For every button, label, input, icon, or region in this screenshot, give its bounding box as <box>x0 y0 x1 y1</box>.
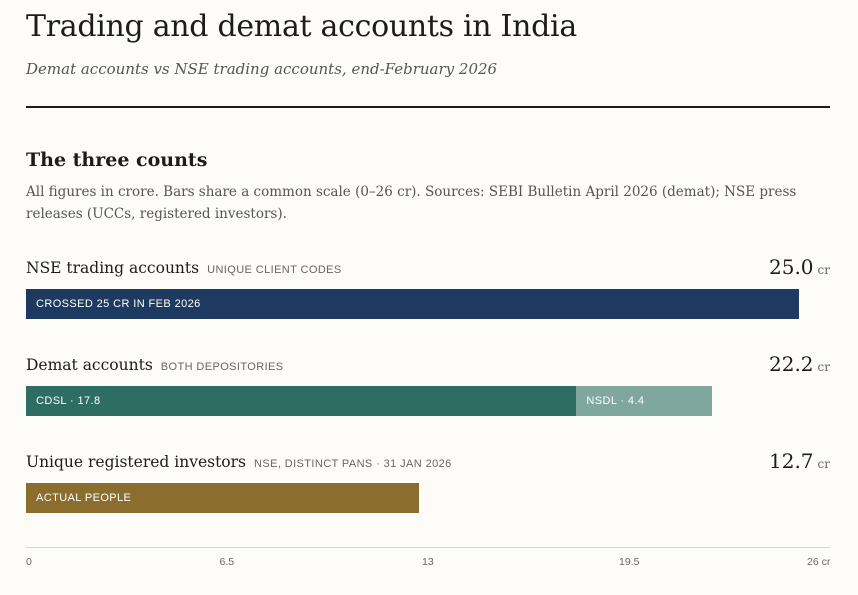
row-label-text: Demat accounts <box>26 356 153 374</box>
x-tick-label: 0 <box>26 556 32 568</box>
bar-segment: CDSL · 17.8 <box>26 386 577 416</box>
bar-segment: ACTUAL PEOPLE <box>26 483 419 513</box>
row-value-number: 12.7 <box>769 449 814 473</box>
row-value-number: 22.2 <box>769 352 814 376</box>
x-tick-label: 13 <box>422 556 434 568</box>
bar-row: Demat accounts BOTH DEPOSITORIES 22.2 cr CDS… <box>26 352 830 418</box>
row-value: 12.7 cr <box>769 449 830 473</box>
page-title: Trading and demat accounts in India <box>26 9 577 44</box>
row-value: 25.0 cr <box>769 255 830 279</box>
bar-segment: CROSSED 25 CR IN FEB 2026 <box>26 289 800 319</box>
x-axis-line <box>26 547 830 548</box>
row-value-unit: cr <box>817 457 830 471</box>
row-value-number: 25.0 <box>769 255 814 279</box>
x-tick-label: 19.5 <box>619 556 640 568</box>
row-value: 22.2 cr <box>769 352 830 376</box>
bar-track: CDSL · 17.8 NSDL · 4.4 <box>26 386 830 416</box>
header-divider <box>26 106 830 108</box>
page-subtitle: Demat accounts vs NSE trading accounts, … <box>26 60 498 78</box>
row-value-unit: cr <box>817 263 830 277</box>
row-tag: NSE, DISTINCT PANS · 31 JAN 2026 <box>254 458 452 470</box>
bar-row: Unique registered investors NSE, DISTINCT… <box>26 449 830 515</box>
section-note: All figures in crore. Bars share a commo… <box>26 184 797 222</box>
row-label: Unique registered investors NSE, DISTINCT… <box>26 453 452 471</box>
x-tick-label: 6.5 <box>219 556 235 568</box>
row-value-unit: cr <box>817 360 830 374</box>
bar-track: CROSSED 25 CR IN FEB 2026 <box>26 289 830 319</box>
row-tag: BOTH DEPOSITORIES <box>160 361 284 373</box>
row-tag: UNIQUE CLIENT CODES <box>207 264 342 276</box>
x-tick-label: 26 cr <box>807 556 831 568</box>
bar-segment: NSDL · 4.4 <box>576 386 713 416</box>
row-label: Demat accounts BOTH DEPOSITORIES <box>26 356 284 374</box>
section-title: The three counts <box>26 149 208 171</box>
bar-row: NSE trading accounts UNIQUE CLIENT CODES 2… <box>26 255 830 321</box>
row-label: NSE trading accounts UNIQUE CLIENT CODES <box>26 259 342 277</box>
row-label-text: NSE trading accounts <box>26 259 200 277</box>
bar-track: ACTUAL PEOPLE <box>26 483 830 513</box>
row-label-text: Unique registered investors <box>26 453 247 471</box>
